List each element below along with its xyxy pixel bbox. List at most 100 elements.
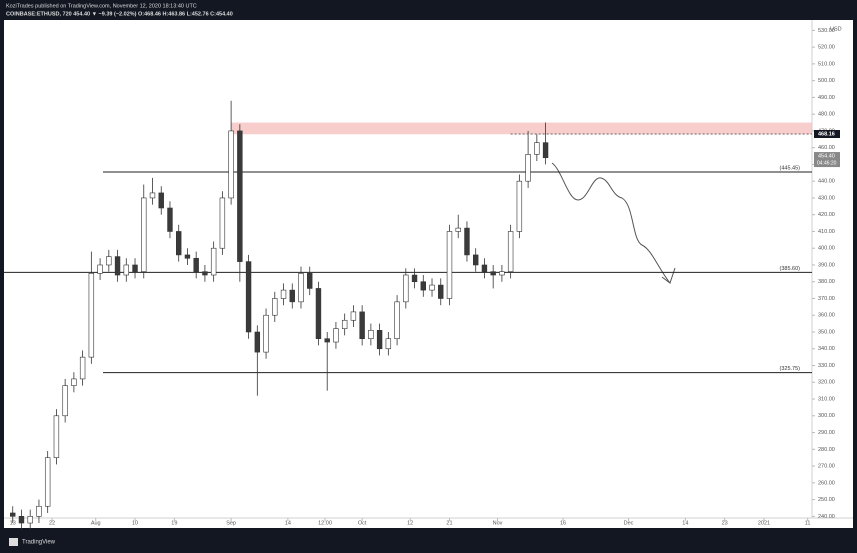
brand-logo [9, 538, 18, 546]
y-tick-label: 380.00 [818, 279, 835, 285]
y-tick-label: 400.00 [818, 246, 835, 252]
candle-body [315, 288, 322, 340]
brand: TradingView [22, 540, 56, 546]
candle-body [455, 227, 461, 232]
candle-body [141, 197, 147, 272]
candle-body [385, 338, 392, 350]
countdown: 04:46:20 [817, 160, 837, 166]
candle-body [411, 274, 418, 283]
x-tick-label: 12:00 [318, 520, 332, 526]
candle-body [237, 130, 243, 262]
candle-body [359, 311, 365, 340]
y-tick-label: 530.00 [818, 28, 835, 34]
x-tick-label: Dec [624, 520, 634, 526]
candle-body [542, 142, 549, 159]
candle-body [280, 289, 287, 299]
candle-body [263, 314, 269, 353]
candle-body [123, 264, 129, 276]
y-tick-label: 490.00 [818, 95, 835, 101]
candle-body [324, 338, 330, 343]
y-tick-label: 370.00 [818, 296, 835, 302]
x-tick-label: 14 [285, 520, 291, 526]
candle-body [376, 330, 383, 350]
y-tick-label: 340.00 [818, 346, 835, 352]
candle-body [79, 356, 86, 380]
candle-body [158, 192, 164, 209]
candle-body [44, 457, 51, 507]
x-tick-label: 2021 [758, 520, 770, 526]
price-marker-label: 454.40 [818, 154, 835, 160]
candle-body [254, 331, 261, 353]
candle-body [333, 328, 339, 343]
x-tick-label: 21 [446, 520, 452, 526]
y-tick-label: 420.00 [818, 212, 835, 218]
candle-body [27, 516, 33, 524]
candle-body [228, 130, 234, 199]
y-tick-label: 430.00 [818, 195, 835, 201]
y-tick-label: 290.00 [818, 430, 835, 436]
candle-body [394, 301, 400, 340]
y-tick-label: 280.00 [818, 447, 835, 453]
arrow-head [661, 267, 676, 284]
x-tick-label: 11 [805, 520, 811, 526]
candle-body [210, 247, 217, 276]
y-tick-label: 360.00 [818, 313, 835, 319]
candle-body [62, 385, 68, 417]
candle-body [132, 264, 138, 272]
y-tick-label: 480.00 [818, 112, 835, 118]
x-tick-label: 23 [722, 520, 728, 526]
level-label: (445.45) [780, 166, 801, 172]
candle-body [429, 284, 435, 291]
last-price-box [814, 130, 840, 139]
y-tick-label: 520.00 [818, 45, 835, 51]
candle-body [202, 271, 208, 276]
x-tick-label: 10 [132, 520, 138, 526]
y-tick-label: 500.00 [818, 78, 835, 84]
candle-body [71, 378, 77, 386]
candle-body [53, 415, 60, 458]
x-tick-label: 16 [560, 520, 566, 526]
y-tick-label: 250.00 [818, 497, 835, 503]
candle-body [341, 319, 348, 329]
candle-body [88, 273, 95, 358]
x-tick-label: Nov [493, 520, 503, 526]
x-tick-label: Aug [91, 520, 101, 526]
y-tick-label: 330.00 [818, 363, 835, 369]
candle-body [184, 254, 191, 259]
chart-panel [4, 20, 853, 528]
currency: USD [830, 26, 842, 32]
candle-body [499, 271, 505, 276]
y-tick-label: 270.00 [818, 464, 835, 470]
candle-body [298, 273, 304, 303]
candle-body [193, 257, 199, 272]
candle-body [481, 264, 488, 272]
candle-body [438, 284, 444, 299]
x-tick-label: 19 [171, 520, 177, 526]
x-tick-label: Oct [358, 520, 367, 526]
x-tick-label: 22 [49, 520, 55, 526]
candle-body [420, 281, 426, 291]
candle-body [507, 231, 514, 272]
y-tick-label: 390.00 [818, 262, 835, 268]
y-tick-label: 510.00 [818, 61, 835, 67]
candle-body [149, 192, 156, 199]
x-tick-label: 12 [407, 520, 413, 526]
projection-arrow [551, 162, 671, 284]
x-tick-label: 13 [10, 520, 16, 526]
candle-body [368, 330, 374, 340]
candle-body [167, 207, 173, 232]
y-tick-label: 320.00 [818, 380, 835, 386]
candle-body [534, 142, 540, 155]
symbol-info: COINBASE:ETHUSD, 720 454.40 ▼ −9.39 (−2.… [6, 11, 233, 17]
candle-body [446, 231, 453, 299]
candle-body [97, 264, 103, 274]
candle-body [472, 254, 479, 266]
candle-body [464, 227, 470, 256]
y-tick-label: 260.00 [818, 480, 835, 486]
y-tick-label: 310.00 [818, 396, 835, 402]
y-tick-label: 240.00 [818, 514, 835, 520]
candle-body [525, 154, 531, 182]
candle-body [490, 271, 496, 276]
y-tick-label: 350.00 [818, 329, 835, 335]
candle-body [245, 261, 252, 333]
